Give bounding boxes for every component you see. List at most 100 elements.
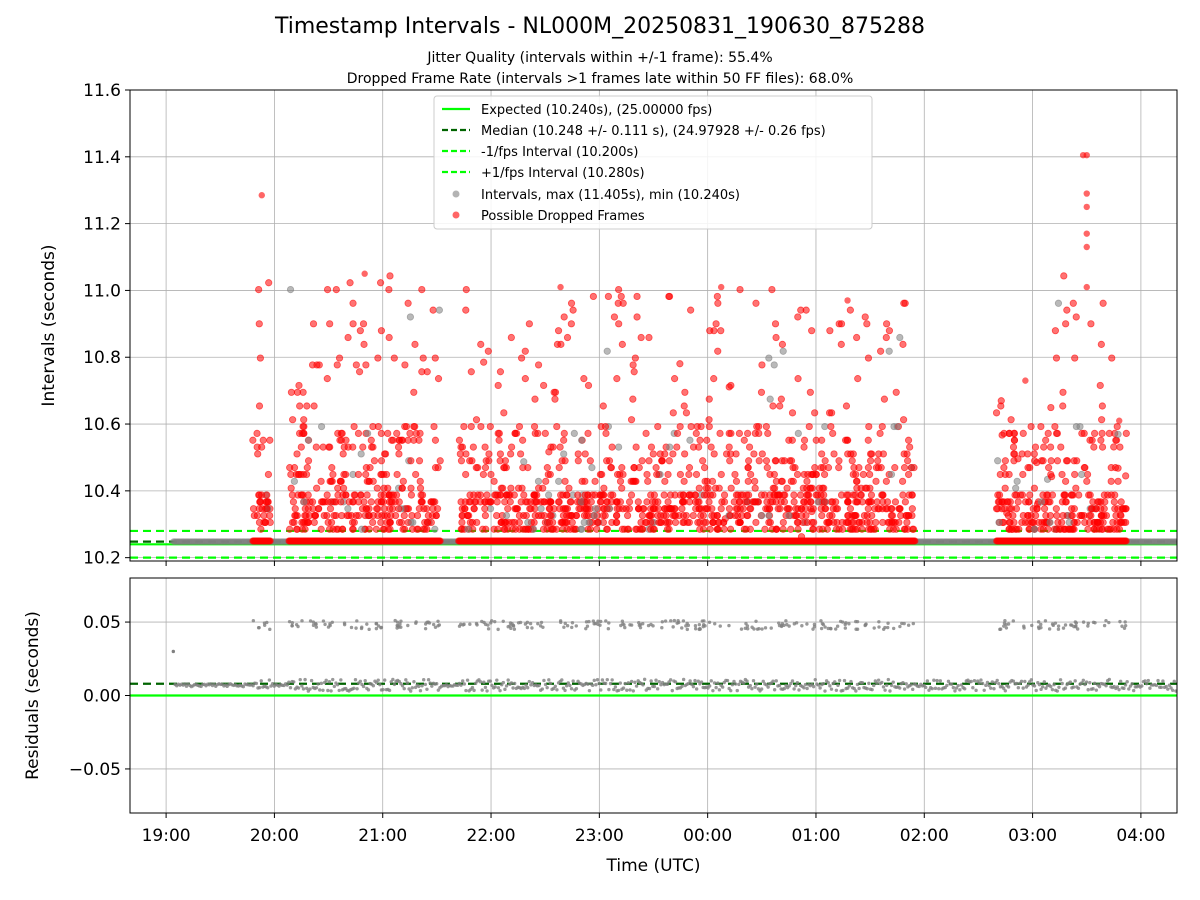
residual-point — [327, 680, 332, 684]
dropped-frame-point — [696, 436, 704, 444]
dropped-frame-point — [768, 498, 777, 506]
residual-point — [909, 683, 913, 687]
legend-label: Intervals, max (11.405s), min (10.240s) — [481, 188, 740, 203]
residual-point — [881, 685, 886, 689]
dropped-frame-point — [1007, 416, 1015, 424]
dropped-frame-point — [1068, 505, 1076, 513]
dropped-frame-point — [615, 505, 623, 513]
dropped-frame-point — [360, 340, 368, 348]
residual-outlier-point — [847, 622, 851, 626]
residual-point — [353, 678, 358, 682]
dropped-frame-point — [1046, 498, 1054, 506]
dropped-frame-point — [300, 422, 308, 431]
dropped-frame-point — [547, 511, 555, 520]
x-tick-label: 00:00 — [683, 826, 732, 846]
dropped-frame-point — [502, 511, 511, 520]
residual-outlier-point — [769, 626, 773, 630]
dropped-frame-point — [661, 477, 669, 485]
residual-point — [1131, 688, 1136, 693]
dropped-frame-point — [266, 537, 274, 545]
dropped-frame-point — [664, 498, 672, 506]
residual-point — [405, 681, 410, 685]
residual-outlier-point — [1051, 623, 1055, 628]
dropped-frame-point — [583, 498, 591, 506]
residual-outlier-point — [713, 622, 717, 626]
dropped-frame-point — [638, 457, 646, 465]
dropped-frame-point — [689, 511, 697, 520]
dropped-frame-point — [771, 457, 779, 465]
residual-point — [748, 683, 752, 688]
dropped-frame-point — [899, 340, 907, 348]
residual-point — [860, 680, 865, 685]
residual-point — [823, 689, 827, 693]
dropped-frame-point — [685, 464, 694, 472]
dropped-frame-point — [740, 525, 748, 533]
dropped-frame-point — [543, 525, 551, 533]
dropped-frame-point — [339, 450, 347, 458]
dropped-frame-point — [363, 491, 371, 499]
residual-point — [725, 678, 730, 683]
dropped-frame-point — [294, 470, 302, 479]
residual-point — [607, 687, 611, 692]
residual-point — [1068, 680, 1073, 684]
residual-point — [1023, 679, 1027, 684]
dropped-frame-point — [485, 450, 493, 458]
residual-point — [688, 679, 692, 683]
dropped-frame-point — [755, 422, 763, 431]
dropped-frame-point — [844, 511, 852, 520]
dropped-frame-point — [493, 498, 501, 506]
residual-point — [337, 688, 341, 693]
residual-point — [1107, 677, 1112, 682]
residual-outlier-point — [398, 622, 402, 626]
dropped-frame-point — [832, 525, 840, 533]
dropped-frame-point — [864, 354, 873, 362]
dropped-frame-point — [387, 511, 395, 520]
dropped-frame-point — [369, 422, 377, 431]
dropped-frame-point — [500, 464, 508, 472]
dropped-frame-point — [416, 484, 425, 492]
y-tick-label: 11.0 — [83, 281, 121, 301]
dropped-frame-point — [645, 457, 653, 465]
dropped-frame-point — [342, 491, 350, 499]
residual-point — [335, 683, 340, 687]
dropped-frame-point — [692, 429, 700, 437]
dropped-frame-point — [727, 450, 735, 458]
residual-point — [378, 682, 382, 687]
dropped-frame-point — [846, 505, 855, 513]
residual-outlier-point — [311, 623, 316, 628]
dropped-frame-point — [349, 498, 358, 506]
dropped-frame-point — [1019, 470, 1027, 479]
dropped-frame-point — [905, 491, 913, 499]
residual-point — [1026, 683, 1030, 687]
residual-outlier-point — [501, 619, 505, 623]
residual-point — [603, 681, 608, 686]
dropped-frame-point — [892, 388, 900, 396]
dropped-frame-point — [369, 511, 377, 520]
dropped-frame-point — [888, 511, 897, 520]
dropped-frame-point — [436, 457, 444, 465]
dropped-frame-point — [803, 477, 811, 485]
residual-outlier-point — [530, 626, 534, 630]
residual-outlier-point — [496, 627, 500, 632]
dropped-frame-point — [333, 361, 341, 369]
residual-point — [490, 683, 494, 688]
dropped-frame-point — [433, 505, 442, 513]
dropped-frame-point — [385, 285, 393, 294]
dropped-frame-point — [360, 498, 368, 506]
dropped-frame-point — [290, 477, 298, 485]
dropped-frame-point — [424, 511, 432, 520]
residual-outlier-point — [596, 619, 600, 623]
dropped-frame-point — [409, 518, 417, 527]
dropped-frame-point — [311, 511, 319, 520]
dropped-frame-point — [483, 491, 491, 499]
dropped-frame-point — [540, 498, 548, 506]
dropped-frame-point — [517, 354, 526, 362]
residual-outlier-point — [891, 626, 896, 631]
residual-outlier-point — [474, 621, 479, 626]
dropped-frame-point — [411, 422, 419, 431]
dropped-frame-point — [1065, 525, 1073, 533]
residual-point — [1079, 681, 1084, 685]
dropped-frame-point — [877, 347, 885, 355]
dropped-frame-point — [510, 491, 518, 499]
dropped-frame-point — [1047, 470, 1055, 479]
